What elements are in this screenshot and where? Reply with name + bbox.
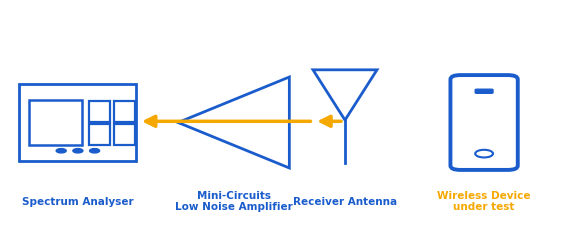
Text: Mini-Circuits
Low Noise Amplifier: Mini-Circuits Low Noise Amplifier [175, 191, 293, 212]
FancyBboxPatch shape [114, 101, 135, 122]
FancyBboxPatch shape [20, 84, 137, 161]
FancyBboxPatch shape [29, 100, 83, 145]
Text: Spectrum Analyser: Spectrum Analyser [22, 196, 134, 207]
FancyBboxPatch shape [475, 89, 493, 93]
Text: Wireless Device
under test: Wireless Device under test [437, 191, 531, 212]
FancyBboxPatch shape [114, 124, 135, 145]
Circle shape [56, 149, 66, 153]
FancyBboxPatch shape [89, 124, 110, 145]
Polygon shape [313, 70, 377, 120]
Circle shape [89, 149, 99, 153]
FancyBboxPatch shape [89, 101, 110, 122]
Text: Receiver Antenna: Receiver Antenna [293, 196, 397, 207]
FancyBboxPatch shape [450, 75, 518, 170]
Circle shape [73, 149, 83, 153]
Circle shape [475, 150, 493, 158]
Polygon shape [178, 77, 289, 168]
